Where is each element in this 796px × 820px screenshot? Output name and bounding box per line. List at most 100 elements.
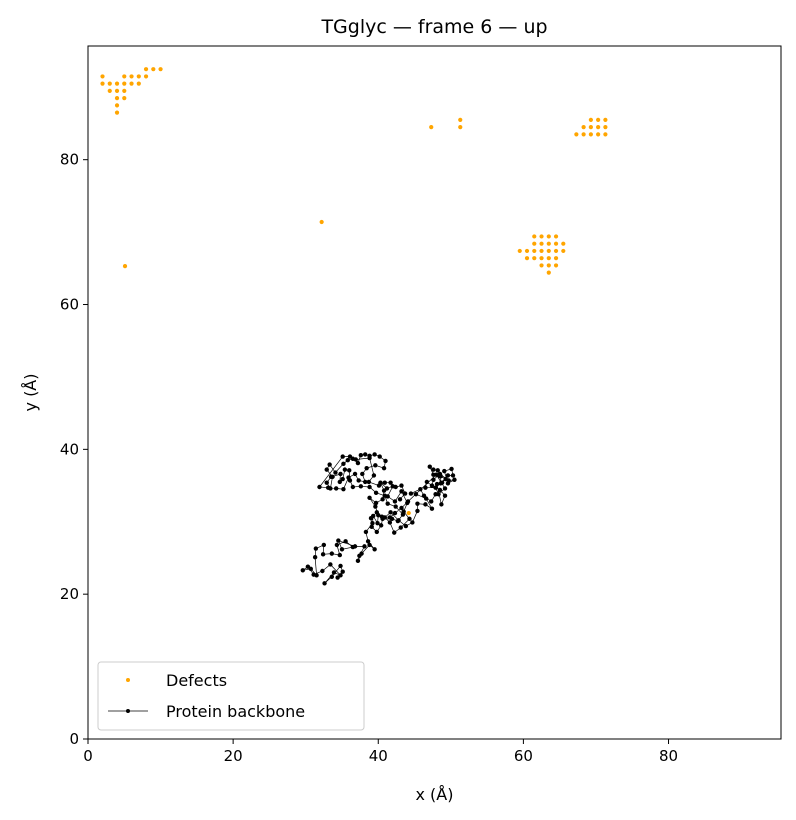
defect-point (100, 74, 105, 79)
protein-backbone-point (352, 471, 358, 477)
protein-backbone-point (445, 473, 451, 478)
protein-backbone-point (317, 484, 322, 490)
defect-point (122, 264, 128, 269)
defect-point (553, 263, 559, 268)
axes-frame (87, 45, 782, 740)
protein-backbone-point (382, 480, 387, 485)
protein-backbone-point (388, 480, 393, 485)
protein-backbone-point (322, 581, 327, 586)
protein-backbone-point (437, 471, 443, 477)
protein-backbone-point (362, 544, 367, 549)
protein-backbone-point (350, 484, 356, 490)
defect-point (107, 88, 112, 93)
protein-backbone-point (355, 460, 361, 466)
defect-point (129, 74, 134, 79)
defect-point (603, 117, 608, 122)
protein-backbone-point (449, 466, 454, 472)
protein-backbone-point (385, 501, 390, 506)
protein-backbone-point (321, 542, 327, 548)
protein-backbone-point (329, 574, 335, 579)
protein-backbone-point (388, 510, 393, 515)
protein-backbone-point (380, 497, 385, 502)
protein-backbone-point (439, 502, 444, 507)
protein-backbone-point (450, 473, 456, 478)
protein-backbone-point (438, 481, 443, 486)
protein-backbone-point (367, 495, 372, 501)
protein-backbone-point (369, 524, 374, 530)
protein-backbone-point (436, 492, 441, 497)
legend-defects-marker (126, 678, 130, 682)
defect-point (546, 248, 551, 254)
protein-backbone-point (331, 570, 337, 575)
protein-backbone-point (433, 485, 438, 490)
protein-backbone-point (342, 467, 348, 472)
protein-backbone-point (418, 486, 423, 492)
protein-backbone-point (383, 458, 388, 464)
protein-backbone-point (400, 512, 406, 517)
y-tick-label: 80 (60, 151, 79, 169)
defect-point (588, 125, 593, 130)
protein-backbone-point (370, 521, 375, 526)
protein-backbone-point (338, 471, 343, 477)
defect-point (158, 67, 163, 72)
protein-backbone-point (328, 562, 333, 567)
protein-backbone-point (408, 491, 414, 496)
protein-backbone-series (300, 452, 457, 586)
defect-point (546, 256, 551, 261)
protein-backbone-point (373, 463, 378, 468)
defects-series (100, 67, 608, 516)
protein-backbone-point (431, 477, 436, 482)
protein-backbone-point (423, 502, 428, 507)
protein-backbone-point (393, 484, 398, 490)
defect-point (546, 263, 551, 268)
defect-point (458, 125, 463, 130)
defect-point (107, 81, 112, 86)
protein-backbone-point (371, 473, 377, 478)
protein-backbone-point (373, 504, 378, 509)
defect-point (532, 256, 537, 261)
protein-backbone-point (437, 487, 443, 493)
protein-backbone-point (324, 467, 329, 472)
defect-point (143, 74, 149, 79)
protein-backbone-point (384, 486, 390, 491)
protein-backbone-point (373, 490, 379, 495)
protein-backbone-point (382, 493, 387, 498)
defect-point (603, 132, 608, 137)
defect-point (406, 510, 411, 516)
defect-point (532, 241, 537, 246)
protein-backbone-point (347, 454, 353, 459)
defect-point (122, 96, 127, 101)
protein-backbone-point (345, 458, 350, 463)
protein-backbone-point (415, 508, 420, 514)
protein-backbone-point (363, 452, 368, 457)
defect-point (603, 125, 608, 130)
defect-point (581, 125, 586, 130)
protein-backbone-point (410, 520, 415, 525)
protein-backbone-point (364, 465, 369, 471)
protein-backbone-point (413, 492, 419, 497)
defect-point (122, 81, 127, 86)
protein-backbone-point (435, 468, 440, 473)
defect-point (100, 81, 105, 86)
defect-point (546, 270, 551, 275)
defect-point (458, 117, 463, 122)
protein-backbone-point (340, 454, 345, 459)
protein-backbone-point (358, 452, 364, 458)
protein-backbone-point (446, 478, 451, 483)
protein-backbone-point (338, 573, 343, 578)
protein-backbone-point (360, 471, 365, 477)
protein-backbone-point (372, 452, 377, 457)
defect-point (553, 248, 559, 254)
protein-backbone-point (429, 506, 435, 511)
y-axis-label: y (Å) (21, 374, 40, 412)
protein-backbone-point (442, 468, 447, 474)
protein-backbone-point (366, 479, 372, 485)
protein-backbone-point (355, 558, 361, 564)
defect-point (596, 117, 601, 122)
protein-backbone-point (423, 485, 428, 490)
protein-backbone-point (324, 480, 329, 485)
protein-backbone-point (367, 542, 372, 548)
defect-point (596, 132, 601, 137)
defect-point (596, 125, 601, 130)
y-tick-label: 40 (60, 440, 79, 458)
